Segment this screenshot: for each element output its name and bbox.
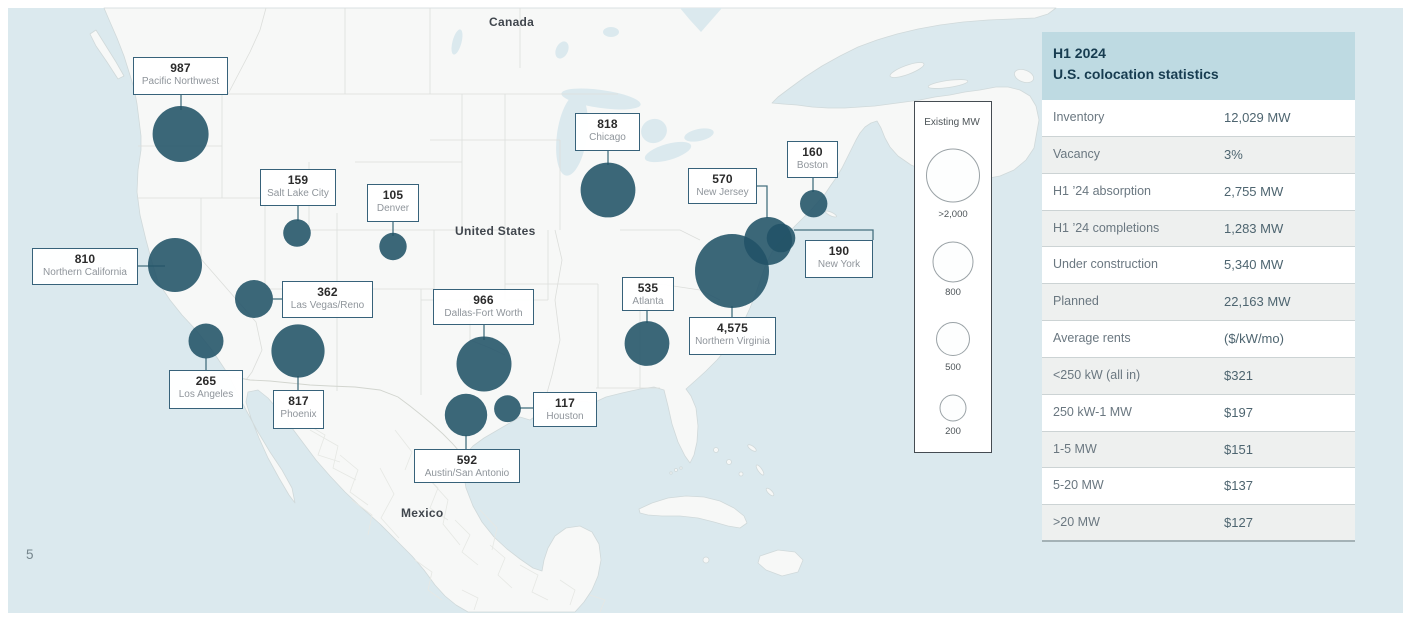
svg-text:Existing MW: Existing MW bbox=[924, 117, 980, 128]
svg-text:800: 800 bbox=[945, 287, 961, 298]
svg-text:>2,000: >2,000 bbox=[938, 209, 967, 220]
svg-text:200: 200 bbox=[945, 426, 961, 437]
svg-text:500: 500 bbox=[945, 362, 961, 373]
